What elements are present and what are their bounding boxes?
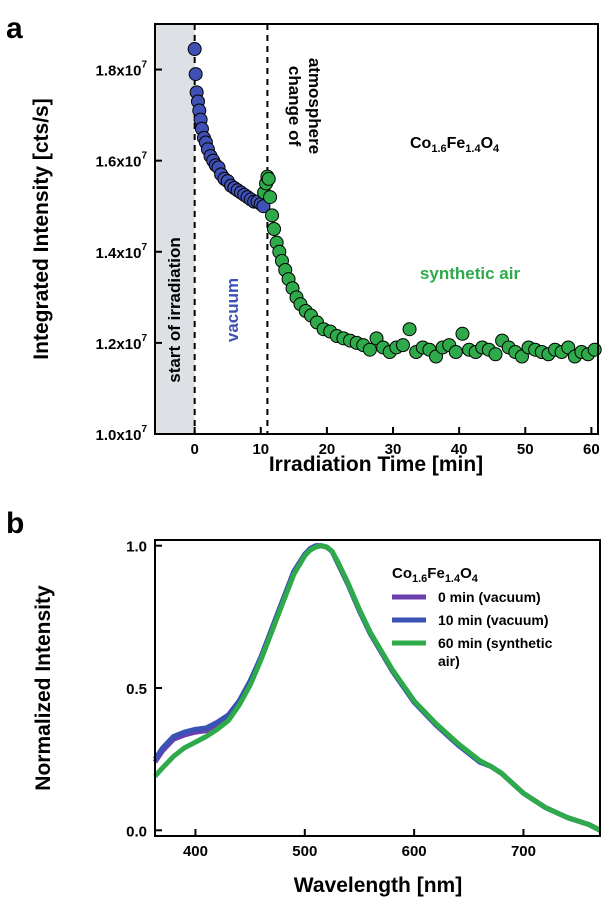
legend: Co1.6Fe1.4O4 0 min (vacuum) 10 min (vacuu… [392,565,553,669]
legend-label-1: 10 min (vacuum) [438,612,548,628]
annotation-change-of: change of [285,66,304,147]
point-1-30 [395,338,410,353]
annotation-synthetic-air: synthetic air [420,264,521,283]
point-1-3 [261,171,276,186]
y-tick-label-b-2: 1.0 [126,539,147,556]
point-1-38 [448,345,463,359]
point-1-25 [362,342,377,357]
x-tick-label-a-2: 20 [319,441,336,458]
legend-label-2: 60 min (synthetic air) [438,635,553,669]
point-1-44 [488,347,503,362]
y-axis-b-title: Normalized Intensity [32,585,55,791]
x-tick-label-b-0: 400 [183,843,208,860]
y-tick-label-a-2: 1.4x107 [96,242,148,262]
legend-title: Co1.6Fe1.4O4 [392,565,479,585]
y-axis-a-title: Integrated Intensity [cts/s] [30,98,53,359]
start-shaded-region [155,24,195,434]
spectra-lines [152,543,602,833]
legend-label-0: 0 min (vacuum) [438,589,541,605]
point-1-6 [267,222,282,236]
scatter-points [187,42,602,364]
line-series-2 [153,543,602,833]
annotation-start-of-irradiation: start of irradiation [165,237,184,382]
compound-label-a: Co1.6Fe1.4O4 [410,135,500,155]
event-vlines [193,24,269,434]
y-axis-a: 1.0x107 1.2x107 1.4x107 1.6x107 1.8x107 [96,60,162,444]
panel-b-letter: b [6,507,24,540]
legend-item-0: 0 min (vacuum) [392,589,541,605]
x-tick-label-a-5: 50 [517,441,534,458]
y-tick-label-b-0: 0.0 [126,823,147,840]
legend-item-1: 10 min (vacuum) [392,612,548,628]
series-synthetic-air [257,169,602,364]
y-tick-label-a-4: 1.8x107 [96,60,148,80]
x-tick-label-b-1: 500 [292,843,317,860]
x-axis-b-title: Wavelength [nm] [294,874,462,897]
y-tick-label-b-1: 0.5 [126,681,147,698]
point-1-59 [587,342,602,357]
x-tick-label-a-3: 30 [385,441,402,458]
point-1-4 [263,190,278,205]
point-1-5 [265,208,280,223]
x-tick-label-a-4: 40 [451,441,468,458]
annotation-vacuum: vacuum [223,278,242,342]
panel-b: b 400 500 600 700 0.0 0.5 1.0 Wavelength [nm]… [6,507,602,897]
x-axis-b: 400 500 600 700 [183,829,536,860]
x-axis-a: 0 10 20 30 40 50 60 [190,427,600,458]
plot-b-frame [154,539,601,837]
x-tick-label-a-1: 10 [252,441,269,458]
x-axis-a-title: Irradiation Time [min] [269,453,483,476]
panel-a: a 0 10 20 30 40 50 60 1.0x107 1.2x107 1.4x107 1.6… [6,12,602,476]
y-tick-label-a-0: 1.0x107 [96,424,148,444]
x-tick-label-b-3: 700 [511,843,536,860]
y-tick-label-a-1: 1.2x107 [96,333,148,353]
legend-items: 0 min (vacuum) 10 min (vacuum) 60 min (syn… [392,589,553,669]
x-tick-label-a-0: 0 [190,441,198,458]
legend-item-2: 60 min (synthetic air) [392,635,553,669]
plot-a-frame [154,23,599,435]
point-0-0 [187,42,202,57]
x-tick-label-a-6: 60 [583,441,600,458]
point-0-1 [188,67,203,82]
panel-a-letter: a [6,12,23,45]
series-vacuum [187,42,271,214]
x-tick-label-b-2: 600 [402,843,427,860]
y-tick-label-a-3: 1.6x107 [96,151,148,171]
annotation-atmosphere: atmosphere [305,58,324,154]
point-1-39 [455,326,470,341]
point-1-31 [402,322,417,337]
y-axis-b: 0.0 0.5 1.0 [126,539,162,840]
